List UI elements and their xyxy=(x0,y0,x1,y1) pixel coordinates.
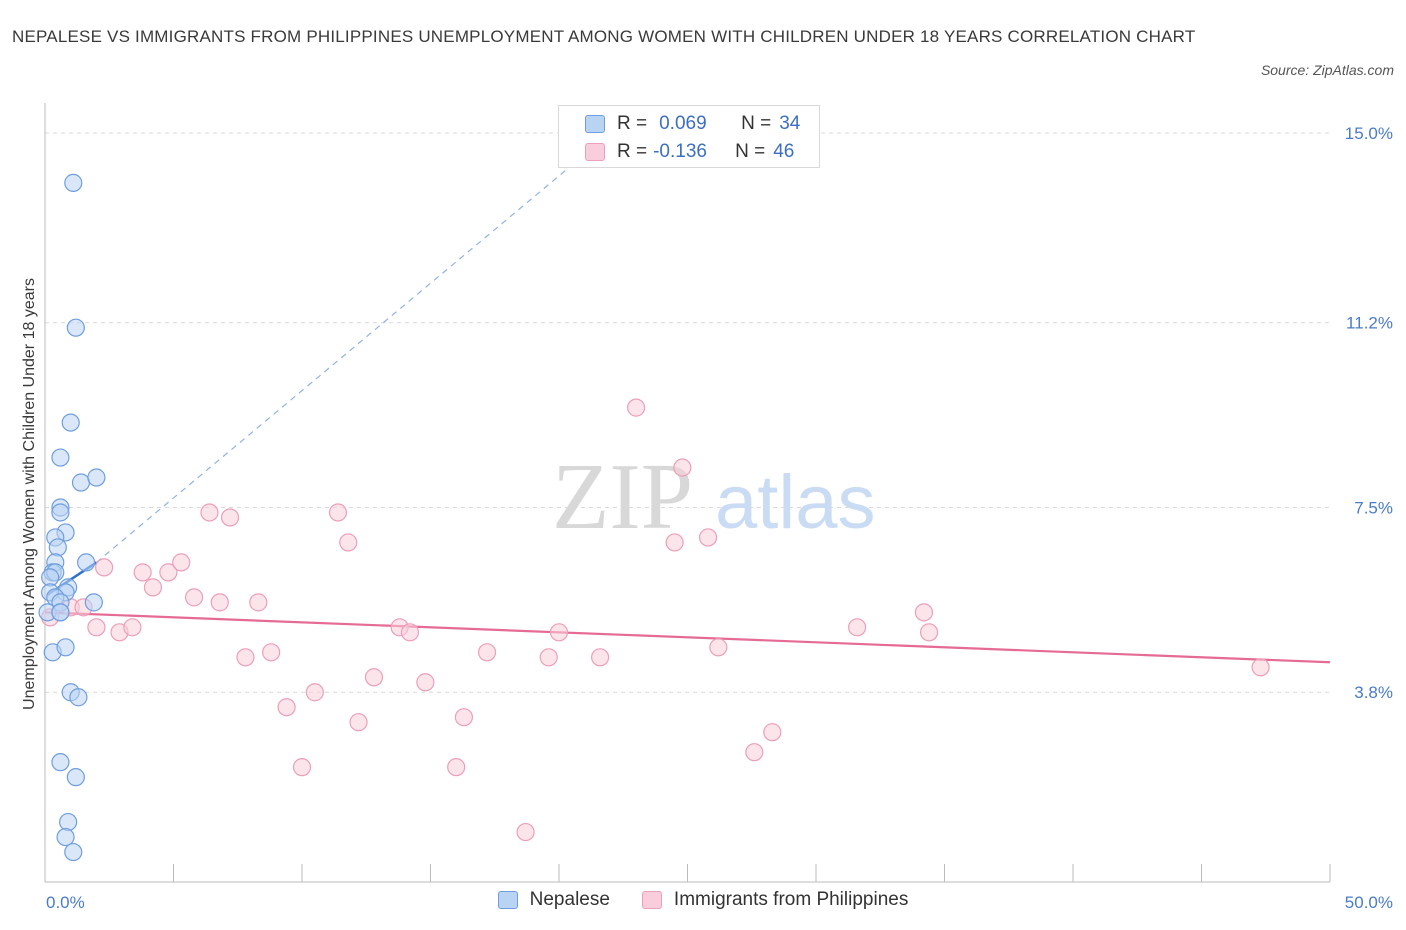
philippines-point xyxy=(236,648,255,667)
chart-title: NEPALESE VS IMMIGRANTS FROM PHILIPPINES … xyxy=(12,27,1196,46)
nepalese-point xyxy=(66,318,85,337)
philippines-point xyxy=(549,623,569,642)
y-tick-label: 15.0% xyxy=(1345,124,1393,143)
nepalese-point xyxy=(56,638,75,657)
nepalese-point xyxy=(51,503,70,522)
philippines-point xyxy=(200,503,219,522)
philippines-point xyxy=(447,758,466,777)
philippines-point xyxy=(95,558,114,577)
philippines-point xyxy=(143,578,163,597)
legend-r-value: 0.069 xyxy=(659,113,707,134)
philippines-point xyxy=(328,503,348,522)
legend-row-nepalese: R = 0.069 N = 34 xyxy=(585,112,800,136)
nepalese-point xyxy=(59,812,78,832)
series-legend: Nepalese Immigrants from Philippines xyxy=(0,889,1406,911)
nepalese-point xyxy=(61,413,80,432)
philippines-point xyxy=(416,673,435,692)
legend-row-philippines: R = -0.136 N = 46 xyxy=(585,140,794,164)
philippines-point xyxy=(339,533,358,552)
philippines-point xyxy=(292,758,312,777)
nepalese-point xyxy=(69,688,88,707)
philippines-point xyxy=(133,563,152,582)
nepalese-trend-extension xyxy=(96,132,611,563)
philippines-point xyxy=(698,528,718,547)
philippines-trend-line xyxy=(44,611,1331,664)
legend-label-nepalese: Nepalese xyxy=(529,889,610,910)
philippines-point xyxy=(673,458,692,477)
nepalese-point xyxy=(51,753,70,772)
legend-item-philippines[interactable]: Immigrants from Philippines xyxy=(641,889,909,911)
legend-r-label: R = xyxy=(617,113,648,134)
philippines-point xyxy=(364,668,384,687)
nepalese-point xyxy=(48,538,67,557)
legend-n-label: N = xyxy=(741,113,772,134)
philippines-swatch xyxy=(641,891,662,909)
philippines-point xyxy=(848,618,867,637)
nepalese-swatch xyxy=(497,891,518,909)
tick-labels: 3.8% 7.5% 11.2% 15.0% 0.0% 50.0% xyxy=(46,124,1393,912)
philippines-point xyxy=(262,643,281,662)
axes xyxy=(44,103,1331,883)
legend-item-nepalese[interactable]: Nepalese xyxy=(497,889,610,911)
nepalese-point xyxy=(87,468,106,487)
legend-n-value: 46 xyxy=(773,141,795,162)
nepalese-point xyxy=(66,768,85,787)
legend-r-value: -0.136 xyxy=(653,141,707,162)
legend-r-label: R = xyxy=(617,141,648,162)
philippines-point xyxy=(400,623,420,642)
philippines-point xyxy=(220,508,240,527)
nepalese-point xyxy=(77,553,96,572)
y-axis-title: Unemployment Among Women with Children U… xyxy=(21,278,38,710)
philippines-point xyxy=(709,638,728,657)
nepalese-point xyxy=(71,473,91,492)
legend-label-philippines: Immigrants from Philippines xyxy=(673,889,909,910)
x-tick-label: 0.0% xyxy=(46,893,85,912)
philippines-point xyxy=(172,553,191,572)
philippines-point xyxy=(665,533,684,552)
nepalese-point xyxy=(64,173,83,192)
legend-n-value: 34 xyxy=(779,113,801,134)
correlation-legend: R = 0.069 N = 34 R = -0.136 N = 46 xyxy=(558,105,820,168)
philippines-point xyxy=(516,822,535,842)
philippines-point xyxy=(277,698,296,717)
watermark-zip: ZIP xyxy=(552,445,693,549)
philippines-point xyxy=(626,398,646,417)
philippines-point xyxy=(477,643,497,662)
philippines-point xyxy=(591,648,610,667)
philippines-point xyxy=(349,713,368,732)
nepalese-point xyxy=(51,448,70,467)
philippines-point xyxy=(745,743,764,762)
nepalese-point xyxy=(51,603,70,622)
y-tick-label: 11.2% xyxy=(1346,314,1393,333)
data-points xyxy=(38,173,1270,862)
nepalese-point xyxy=(84,593,103,612)
philippines-point xyxy=(914,603,934,622)
y-tick-label: 7.5% xyxy=(1354,498,1393,517)
watermark-atlas: atlas xyxy=(715,460,876,545)
philippines-point xyxy=(919,623,939,642)
philippines-point xyxy=(123,618,142,637)
philippines-point xyxy=(305,683,324,702)
philippines-point xyxy=(87,618,106,637)
philippines-point xyxy=(210,593,229,612)
philippines-swatch xyxy=(585,143,605,161)
legend-n-label: N = xyxy=(735,141,766,162)
x-tick-label: 50.0% xyxy=(1345,893,1393,912)
nepalese-swatch xyxy=(585,115,605,133)
philippines-point xyxy=(249,593,268,612)
philippines-point xyxy=(1251,658,1270,677)
trend-lines xyxy=(44,132,1331,664)
source-label: Source: ZipAtlas.com xyxy=(1260,62,1394,78)
watermark: ZIP atlas xyxy=(552,445,876,549)
philippines-point xyxy=(539,648,558,667)
nepalese-point xyxy=(56,827,75,847)
philippines-point xyxy=(763,723,782,742)
nepalese-point xyxy=(64,842,83,862)
philippines-point xyxy=(184,588,204,607)
grid-lines xyxy=(45,132,1330,693)
philippines-point xyxy=(454,708,474,727)
y-tick-label: 3.8% xyxy=(1354,683,1393,702)
philippines-point xyxy=(159,563,178,582)
